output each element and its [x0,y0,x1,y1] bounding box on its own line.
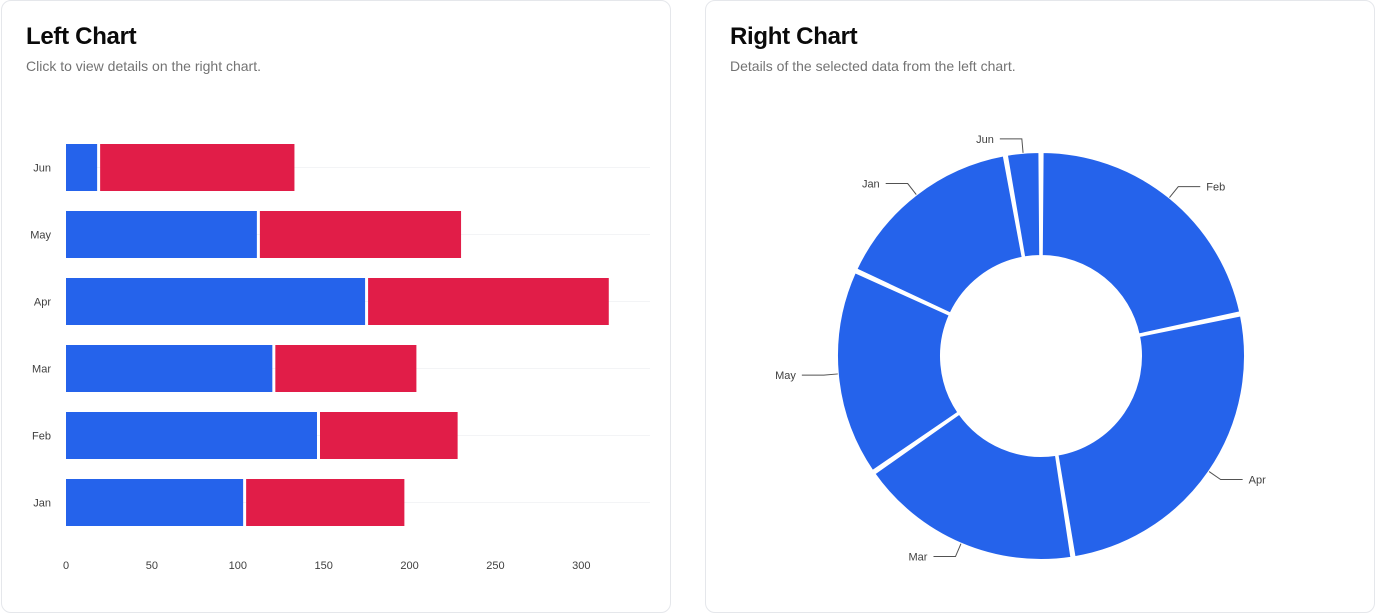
slice-label-apr: Apr [1249,475,1266,487]
right-chart-subtitle: Details of the selected data from the le… [730,58,1016,74]
y-tick-label: Mar [32,364,51,376]
right-chart-title: Right Chart [730,23,858,50]
y-tick-label: Jan [33,498,51,510]
slice-feb[interactable] [1040,151,1242,336]
x-tick-label: 100 [229,560,247,572]
bar-feb-series-2[interactable] [319,412,458,459]
slice-jun[interactable] [1005,151,1042,259]
x-tick-label: 250 [486,560,504,572]
left-chart-card: Left Chart Click to view details on the … [1,0,671,613]
slice-label-jan: Jan [862,179,880,191]
leader-line [885,183,917,195]
bar-jun-series-2[interactable] [100,144,295,191]
leader-line [933,543,962,558]
leader-line [1169,186,1201,198]
bar-mar-series-1[interactable] [66,345,273,392]
slice-jan[interactable] [855,154,1024,315]
y-tick-label: Jun [33,163,51,175]
donut-chart[interactable]: Feb Apr Mar May Jan Jun [706,1,1376,614]
leader-line [801,373,838,376]
x-tick-label: 0 [63,560,69,572]
y-tick-label: May [30,230,51,242]
leader-line [999,138,1024,153]
bar-feb-series-1[interactable] [66,412,317,459]
slice-label-may: May [775,370,796,382]
leader-line [1208,471,1243,481]
slice-label-jun: Jun [976,134,994,146]
y-tick-label: Feb [32,431,51,443]
left-chart-title: Left Chart [26,23,137,50]
bar-jun-series-1[interactable] [66,144,98,191]
slice-may[interactable] [836,271,960,473]
x-tick-label: 50 [146,560,158,572]
bar-may-series-1[interactable] [66,211,257,258]
slice-label-feb: Feb [1206,182,1225,194]
slice-apr[interactable] [1056,314,1246,559]
y-tick-label: Apr [34,297,51,309]
x-tick-label: 200 [400,560,418,572]
bar-may-series-2[interactable] [259,211,462,258]
x-tick-label: 300 [572,560,590,572]
slice-label-mar: Mar [909,552,928,564]
right-chart-card: Right Chart Details of the selected data… [705,0,1375,613]
bar-apr-series-2[interactable] [368,278,609,325]
slice-mar[interactable] [873,412,1073,561]
bar-mar-series-2[interactable] [275,345,417,392]
stacked-bar-chart[interactable]: Jan Feb Mar Apr May Jun 0 50 100 150 200 250 300 [2,1,672,614]
bar-apr-series-1[interactable] [66,278,366,325]
x-tick-label: 150 [314,560,332,572]
left-chart-subtitle: Click to view details on the right chart… [26,58,261,74]
bar-jan-series-1[interactable] [66,479,244,526]
bar-jan-series-2[interactable] [246,479,405,526]
